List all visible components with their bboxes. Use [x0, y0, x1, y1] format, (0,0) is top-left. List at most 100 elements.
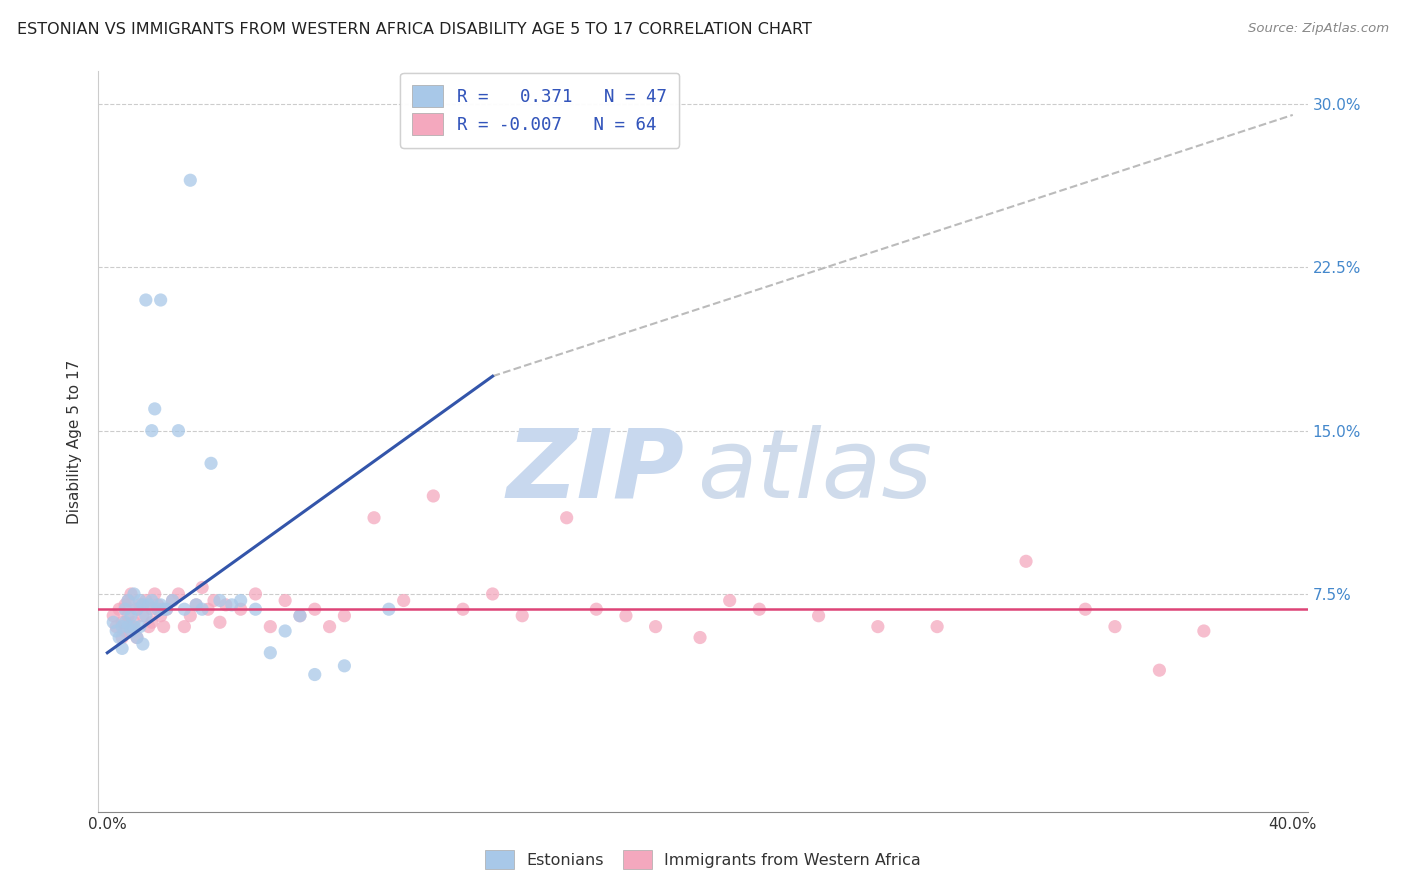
Point [422, 489, 444, 503]
Point [585, 602, 607, 616]
Point [392, 593, 415, 607]
Point [132, 637, 155, 651]
Point [481, 587, 503, 601]
Point [186, 598, 208, 612]
Point [149, 293, 172, 307]
Point [927, 619, 949, 633]
Point [125, 602, 148, 616]
Point [114, 602, 136, 616]
Point [129, 598, 152, 612]
Point [155, 602, 177, 616]
Text: ZIP: ZIP [508, 425, 685, 517]
Point [179, 608, 201, 623]
Point [152, 602, 174, 616]
Point [191, 602, 214, 616]
Point [162, 593, 184, 607]
Legend: R =   0.371   N = 47, R = -0.007   N = 64: R = 0.371 N = 47, R = -0.007 N = 64 [401, 72, 679, 148]
Point [125, 631, 148, 645]
Point [122, 619, 145, 633]
Point [149, 598, 172, 612]
Point [378, 602, 401, 616]
Point [288, 608, 311, 623]
Point [114, 624, 136, 638]
Point [108, 631, 131, 645]
Point [117, 619, 139, 633]
Point [111, 631, 134, 645]
Point [333, 608, 356, 623]
Point [117, 593, 139, 607]
Point [451, 602, 474, 616]
Point [807, 608, 830, 623]
Point [274, 624, 297, 638]
Point [229, 593, 252, 607]
Point [105, 619, 128, 633]
Point [138, 598, 160, 612]
Point [132, 598, 155, 612]
Point [122, 587, 145, 601]
Point [363, 510, 385, 524]
Point [120, 619, 142, 633]
Point [208, 615, 231, 630]
Point [186, 598, 208, 612]
Point [288, 608, 311, 623]
Point [208, 593, 231, 607]
Point [245, 587, 267, 601]
Point [155, 602, 177, 616]
Point [149, 608, 172, 623]
Point [259, 619, 281, 633]
Point [167, 587, 190, 601]
Point [135, 293, 157, 307]
Point [644, 619, 666, 633]
Point [135, 608, 157, 623]
Point [318, 619, 340, 633]
Point [866, 619, 889, 633]
Point [191, 581, 214, 595]
Point [138, 619, 160, 633]
Point [117, 608, 139, 623]
Point [143, 587, 166, 601]
Point [245, 602, 267, 616]
Point [141, 424, 163, 438]
Point [111, 641, 134, 656]
Point [718, 593, 741, 607]
Point [173, 619, 195, 633]
Text: Source: ZipAtlas.com: Source: ZipAtlas.com [1249, 22, 1389, 36]
Point [304, 602, 326, 616]
Text: ESTONIAN VS IMMIGRANTS FROM WESTERN AFRICA DISABILITY AGE 5 TO 17 CORRELATION CH: ESTONIAN VS IMMIGRANTS FROM WESTERN AFRI… [17, 22, 811, 37]
Point [125, 631, 148, 645]
Point [167, 424, 190, 438]
Point [510, 608, 533, 623]
Point [748, 602, 770, 616]
Point [125, 602, 148, 616]
Point [614, 608, 637, 623]
Point [1015, 554, 1038, 568]
Point [129, 619, 152, 633]
Point [173, 602, 195, 616]
Point [111, 615, 134, 630]
Point [304, 667, 326, 681]
Point [1104, 619, 1126, 633]
Legend: Estonians, Immigrants from Western Africa: Estonians, Immigrants from Western Afric… [478, 844, 928, 875]
Point [146, 598, 169, 612]
Point [114, 598, 136, 612]
Point [1192, 624, 1215, 638]
Point [120, 587, 142, 601]
Point [333, 658, 356, 673]
Point [221, 598, 243, 612]
Point [141, 602, 163, 616]
Point [111, 619, 134, 633]
Point [152, 619, 174, 633]
Point [229, 602, 252, 616]
Point [202, 593, 225, 607]
Point [103, 615, 125, 630]
Point [132, 608, 155, 623]
Point [274, 593, 297, 607]
Point [162, 593, 184, 607]
Point [103, 608, 125, 623]
Point [1074, 602, 1097, 616]
Point [105, 624, 128, 638]
Point [141, 593, 163, 607]
Point [215, 598, 238, 612]
Point [200, 456, 222, 470]
Point [129, 593, 152, 607]
